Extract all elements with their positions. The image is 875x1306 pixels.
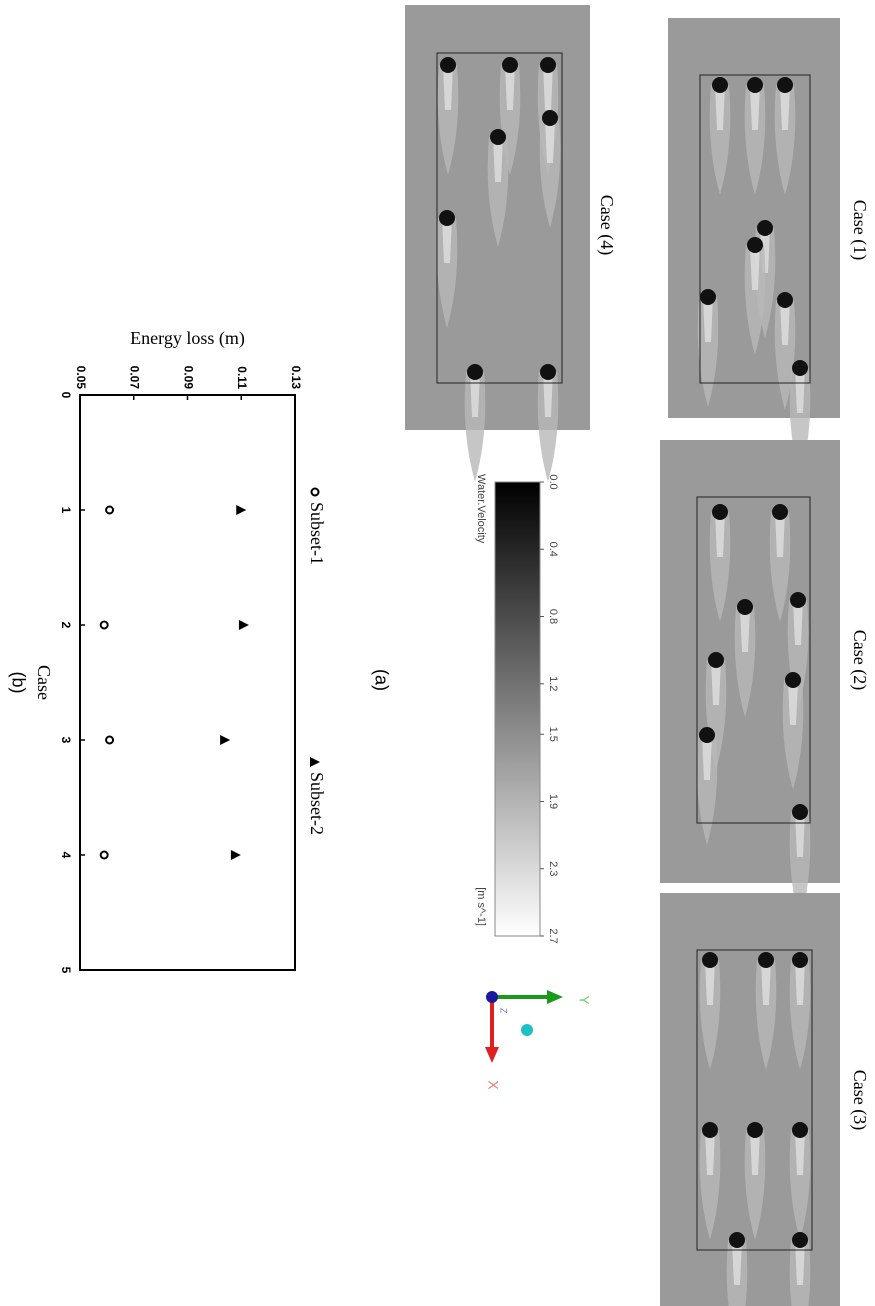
colorbar-unit: [m s^-1] [475, 887, 487, 926]
y-tick-label: 0.09 [181, 366, 195, 390]
point [239, 620, 249, 630]
y-tick-label: 0.11 [235, 366, 249, 389]
turbine [699, 727, 715, 743]
case-title: Case (4) [596, 195, 617, 255]
turbine [700, 289, 716, 305]
colorbar-tick-label: 1.2 [547, 676, 559, 691]
turbine [747, 237, 763, 253]
colorbar-title: Water.Velocity [475, 474, 487, 544]
x-axis-title: Case [34, 665, 54, 700]
turbine [777, 292, 793, 308]
page: Case (1) Case (2) Case (3) Case (4) 0.0 0.4 0.… [0, 0, 875, 1306]
axis-z-label: Z [499, 1008, 509, 1014]
case-title: Case (3) [849, 1070, 870, 1130]
x-tick-label: 3 [59, 737, 73, 744]
point [236, 505, 246, 515]
turbine [792, 360, 808, 376]
figure: Case (1) Case (2) Case (3) Case (4) 0.0 0.4 0.… [0, 0, 875, 1306]
panel-label: (a) [371, 669, 391, 691]
axis-sphere [521, 1024, 533, 1036]
legend-item: Subset-2 [307, 757, 327, 835]
axis-x-label: X [485, 1080, 501, 1090]
turbine [490, 129, 506, 145]
axis-y-label: Y [576, 995, 592, 1005]
colorbar-tick-label: 0.8 [547, 609, 559, 624]
turbine [712, 504, 728, 520]
turbine [772, 504, 788, 520]
simulation-image [660, 893, 840, 1306]
turbine [729, 1232, 745, 1248]
point [101, 622, 108, 629]
turbine [540, 57, 556, 73]
turbine [747, 77, 763, 93]
y-tick-label: 0.13 [289, 366, 303, 390]
turbine [747, 1122, 763, 1138]
turbine [792, 804, 808, 820]
axis-y-head [547, 990, 563, 1004]
turbine [708, 652, 724, 668]
case-title: Case (1) [849, 200, 870, 260]
turbine [785, 672, 801, 688]
point [101, 852, 108, 859]
turbine [702, 1122, 718, 1138]
turbine [467, 364, 483, 380]
legend-item: Subset-1 [307, 489, 327, 566]
legend-label: Subset-1 [307, 502, 327, 565]
y-tick-label: 0.07 [128, 366, 142, 390]
colorbar-tick-label: 2.7 [547, 928, 559, 943]
axis-origin [486, 991, 498, 1003]
point [220, 735, 230, 745]
legend-label: Subset-2 [307, 772, 327, 835]
x-tick-label: 2 [59, 622, 73, 629]
x-tick-label: 5 [59, 967, 73, 974]
x-tick-label: 0 [59, 392, 73, 399]
turbine [758, 952, 774, 968]
turbine [790, 592, 806, 608]
colorbar-tick-label: 2.3 [547, 861, 559, 876]
turbine [792, 1232, 808, 1248]
point [106, 737, 113, 744]
turbine [792, 952, 808, 968]
axis-x-head [485, 1047, 499, 1063]
point [231, 850, 241, 860]
x-tick-label: 4 [59, 852, 73, 859]
turbine [757, 220, 773, 236]
y-tick-label: 0.05 [74, 366, 88, 390]
turbine [542, 110, 558, 126]
case-title: Case (2) [849, 630, 870, 690]
turbine [712, 77, 728, 93]
turbine [777, 77, 793, 93]
turbine [439, 210, 455, 226]
colorbar-tick-label: 0.4 [547, 542, 559, 557]
y-axis-title: Energy loss (m) [130, 328, 245, 349]
x-tick-label: 1 [59, 507, 73, 514]
colorbar [495, 482, 540, 936]
colorbar-tick-label: 0.0 [547, 474, 559, 489]
legend-marker [310, 757, 320, 767]
colorbar-tick-label: 1.9 [547, 794, 559, 809]
legend-marker [312, 489, 319, 496]
turbine [737, 599, 753, 615]
panel-label: (b) [8, 672, 28, 694]
colorbar-tick-label: 1.5 [547, 727, 559, 742]
turbine [792, 1122, 808, 1138]
turbine [540, 364, 556, 380]
turbine [702, 952, 718, 968]
point [106, 507, 113, 514]
turbine [502, 57, 518, 73]
plot-frame [80, 395, 295, 970]
turbine [440, 57, 456, 73]
